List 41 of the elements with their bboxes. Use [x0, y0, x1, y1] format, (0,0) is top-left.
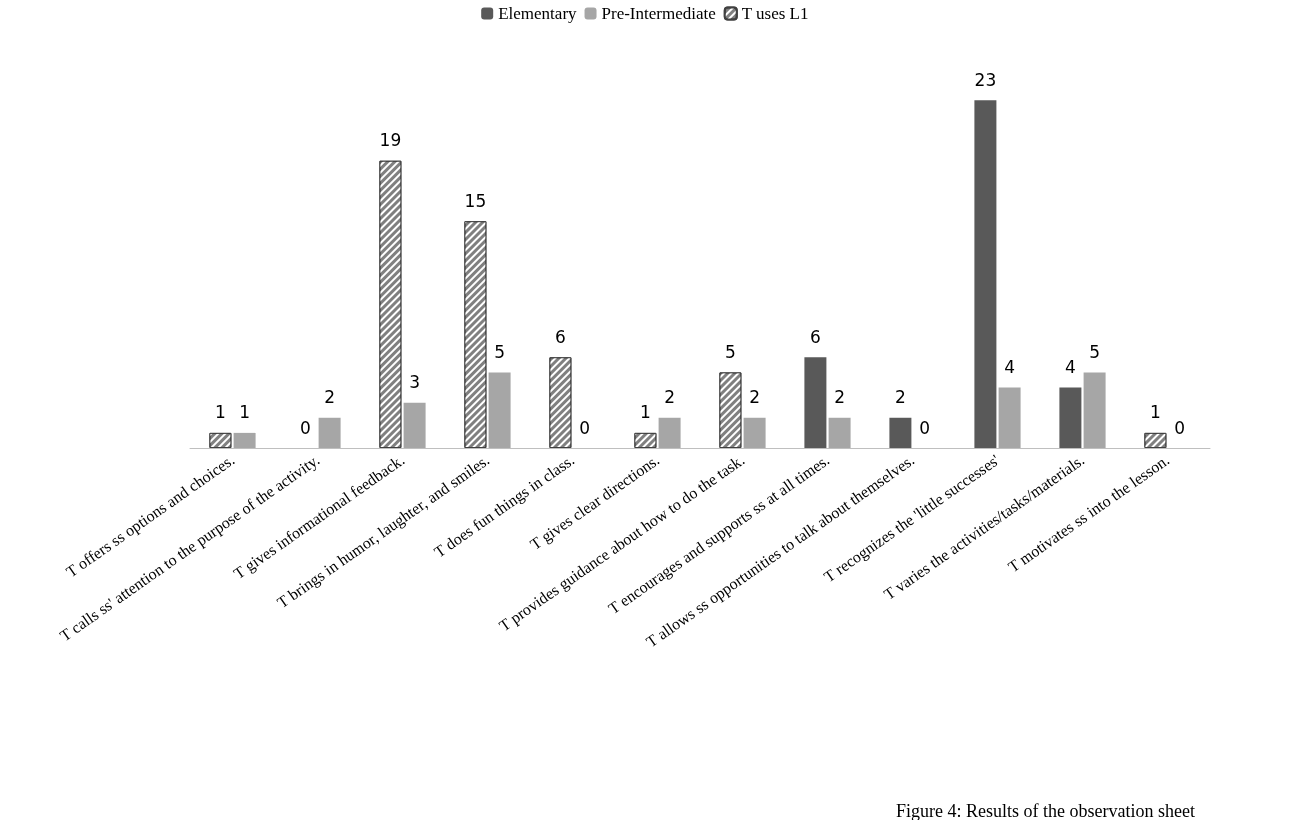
bar — [1083, 372, 1106, 448]
data-label: 19 — [379, 130, 402, 151]
data-label: 1 — [214, 402, 226, 423]
bar — [974, 100, 997, 448]
data-label: 2 — [749, 387, 761, 408]
data-label: 0 — [1174, 417, 1186, 438]
bar — [998, 387, 1021, 448]
data-label: 2 — [894, 387, 906, 408]
data-label: 1 — [639, 402, 651, 423]
data-label: 2 — [324, 387, 336, 408]
data-label: 5 — [724, 341, 736, 362]
data-label: 2 — [834, 387, 846, 408]
data-label: 0 — [299, 417, 311, 438]
data-label: 23 — [974, 69, 997, 90]
legend-label: Pre-Intermediate — [601, 4, 716, 23]
data-label: 1 — [1149, 402, 1161, 423]
bar — [403, 402, 426, 448]
data-label: 5 — [494, 341, 506, 362]
data-label: 0 — [919, 417, 931, 438]
data-label: 3 — [409, 372, 421, 393]
bar — [658, 417, 681, 448]
bar — [233, 432, 256, 448]
data-label: 2 — [664, 387, 676, 408]
legend-label: Elementary — [498, 4, 578, 23]
legend-label: T uses L1 — [741, 4, 809, 23]
data-label: 6 — [554, 326, 566, 347]
data-label: 1 — [239, 402, 251, 423]
data-label: 4 — [1064, 357, 1076, 378]
data-label: 4 — [1004, 357, 1016, 378]
bar — [828, 417, 851, 448]
bar — [488, 372, 511, 448]
bar — [1059, 387, 1082, 448]
data-label: 5 — [1089, 341, 1101, 362]
bar — [889, 417, 912, 448]
bar — [318, 417, 341, 448]
caption: Figure 4: Results of the observation sheet — [896, 801, 1195, 820]
data-label: 15 — [464, 190, 487, 211]
bar — [743, 417, 766, 448]
data-label: 6 — [809, 326, 821, 347]
data-label: 0 — [579, 417, 591, 438]
bar — [804, 357, 827, 448]
